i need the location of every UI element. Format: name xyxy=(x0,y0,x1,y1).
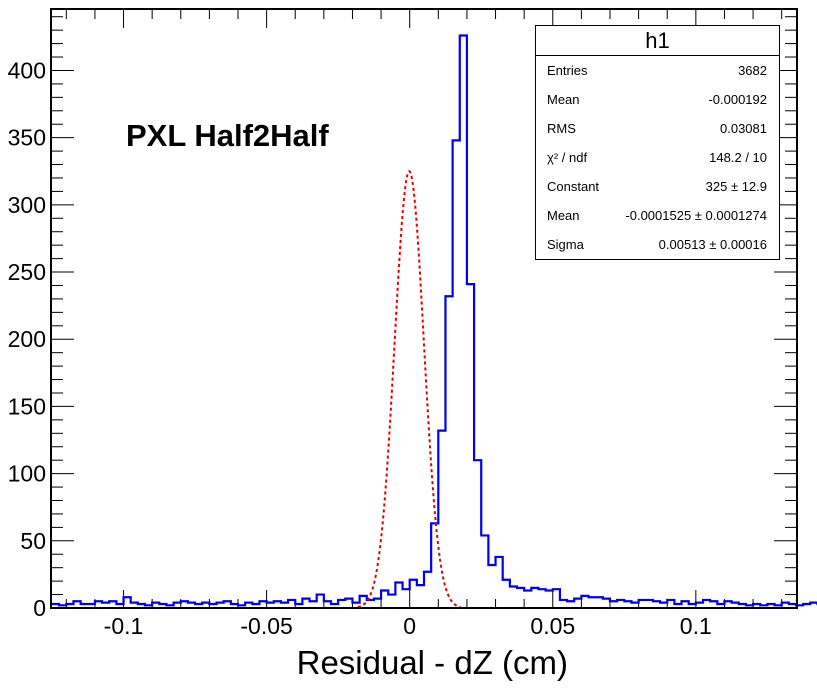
stats-key: Entries xyxy=(547,63,588,78)
stats-value: 325 ± 12.9 xyxy=(705,179,767,194)
x-tick-label: 0.05 xyxy=(530,613,575,639)
stats-value: 3682 xyxy=(738,63,767,78)
stats-value: 148.2 / 10 xyxy=(709,150,767,165)
stats-value: -0.000192 xyxy=(708,92,767,107)
stats-row: Sigma 0.00513 ± 0.00016 xyxy=(536,235,779,255)
stats-row: Mean -0.000192 xyxy=(536,90,779,110)
y-tick-labels: 0 50 100 150 200 250 300 350 400 xyxy=(8,58,46,622)
x-tick-labels: -0.1 -0.05 0 0.05 0.1 xyxy=(104,613,712,639)
y-tick-label: 50 xyxy=(20,528,46,554)
stats-row: Constant 325 ± 12.9 xyxy=(536,177,779,197)
y-tick-label: 150 xyxy=(8,393,46,419)
fit-curve xyxy=(357,169,461,609)
x-tick-label: 0 xyxy=(403,613,416,639)
fit-series xyxy=(357,169,461,609)
stats-row: χ² / ndf 148.2 / 10 xyxy=(536,148,779,168)
stats-key: Constant xyxy=(547,179,600,194)
y-tick-label: 250 xyxy=(8,259,46,285)
x-axis-title: Residual - dZ (cm) xyxy=(297,644,568,681)
y-tick-label: 350 xyxy=(8,125,46,151)
x-tick-label: 0.1 xyxy=(680,613,712,639)
y-tick-label: 400 xyxy=(8,58,46,84)
plot-frame xyxy=(50,8,798,609)
stats-row: RMS 0.03081 xyxy=(536,119,779,139)
stats-key: Sigma xyxy=(547,237,584,252)
chart-annotation: PXL Half2Half xyxy=(126,118,329,153)
stats-value: -0.0001525 ± 0.0001274 xyxy=(625,208,767,223)
stats-key: RMS xyxy=(547,121,576,136)
y-tick-label: 300 xyxy=(8,192,46,218)
x-tick-label: -0.05 xyxy=(240,613,292,639)
stats-value: 0.03081 xyxy=(720,121,767,136)
y-tick-label: 0 xyxy=(33,595,46,621)
y-tick-label: 100 xyxy=(8,461,46,487)
stats-row: Entries 3682 xyxy=(536,61,779,81)
stats-key: Mean xyxy=(547,92,580,107)
histogram-series xyxy=(52,34,817,607)
stats-title: h1 xyxy=(536,26,779,56)
stats-value: 0.00513 ± 0.00016 xyxy=(658,237,767,252)
x-tick-label: -0.1 xyxy=(104,613,144,639)
stats-key: χ² / ndf xyxy=(547,150,588,165)
histogram-line xyxy=(52,34,817,607)
stats-key: Mean xyxy=(547,208,580,223)
stats-row: Mean -0.0001525 ± 0.0001274 xyxy=(536,206,779,226)
y-tick-label: 200 xyxy=(8,326,46,352)
stats-box: h1 Entries 3682 Mean -0.000192 RMS 0.03081 χ² … xyxy=(535,25,780,260)
